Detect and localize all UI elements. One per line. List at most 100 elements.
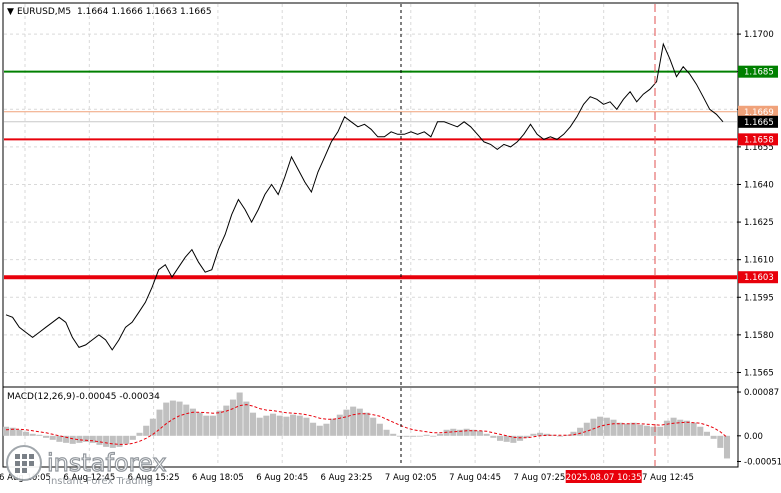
macd-histogram-bar: [670, 417, 677, 436]
macd-histogram-bar: [103, 435, 110, 447]
macd-histogram-bar: [396, 435, 403, 437]
x-tick-label: 6 Aug 15:25: [128, 473, 180, 483]
highlighted-time-box: [565, 470, 642, 483]
red-level-label-box: [738, 133, 778, 146]
macd-histogram-bar: [537, 432, 544, 436]
x-tick-label-highlighted: 2025.08.07 10:35: [566, 473, 642, 483]
macd-histogram-bar: [483, 433, 490, 436]
macd-y-tick-label: -0.00051: [744, 457, 781, 467]
y-tick-label: 1.1640: [744, 180, 774, 190]
macd-histogram-bar: [390, 433, 397, 436]
macd-histogram-bar: [229, 399, 237, 436]
macd-signal-line: [5, 404, 728, 445]
y-tick-label: 1.1565: [744, 368, 774, 378]
macd-histogram-bar: [89, 435, 96, 443]
macd-histogram-bar: [143, 425, 150, 436]
x-tick-label: 6 Aug 23:25: [321, 473, 373, 483]
macd-histogram-bar: [557, 435, 564, 437]
macd-histogram-bar: [76, 435, 83, 443]
macd-histogram-bar: [577, 427, 584, 436]
macd-histogram-bar: [310, 422, 317, 436]
macd-histogram-bar: [296, 415, 303, 436]
macd-histogram-bar: [376, 423, 383, 436]
macd-histogram-bar: [517, 435, 524, 441]
macd-histogram-bar: [16, 429, 23, 436]
macd-histogram-bar: [623, 423, 630, 436]
macd-histogram-bar: [597, 416, 604, 436]
macd-histogram-bar: [350, 406, 357, 436]
macd-histogram-bar: [637, 424, 644, 436]
instaforex-logo: instaforex Instant Forex Trading: [6, 445, 167, 487]
macd-histogram-bar: [610, 419, 617, 436]
macd-histogram-bar: [343, 409, 350, 436]
green-level-label: 1.1685: [744, 68, 774, 78]
macd-histogram-bar: [163, 402, 170, 436]
macd-histogram-bar: [63, 435, 70, 443]
y-tick-label: 1.1595: [744, 293, 774, 303]
macd-histogram-bar: [323, 423, 330, 436]
macd-histogram-bar: [463, 428, 470, 436]
macd-histogram-bar: [476, 430, 484, 436]
macd-histogram-bar: [456, 429, 463, 436]
x-tick-label: 7 Aug 04:45: [449, 473, 501, 483]
macd-y-tick-label: 0.00087: [744, 388, 779, 398]
macd-histogram-bar: [403, 435, 410, 437]
watermark-brand: instaforex: [47, 449, 167, 477]
macd-histogram-bar: [270, 413, 277, 436]
macd-histogram-bar: [543, 433, 550, 436]
macd-histogram-bar: [643, 425, 650, 436]
x-tick-label: 7 Aug 12:45: [642, 473, 694, 483]
macd-histogram-bar: [23, 431, 30, 436]
red-thick-level-label: 1.1603: [744, 273, 774, 283]
macd-histogram: [2, 392, 731, 459]
macd-histogram-bar: [356, 408, 363, 436]
macd-histogram-bar: [149, 418, 156, 436]
macd-histogram-bar: [43, 435, 50, 438]
macd-histogram-bar: [503, 435, 510, 442]
x-tick-label: 6 Aug 18:05: [192, 473, 244, 483]
macd-histogram-bar: [717, 435, 724, 448]
macd-histogram-bar: [209, 415, 216, 436]
header-arrow-icon[interactable]: ▼: [7, 7, 14, 17]
macd-histogram-bar: [9, 427, 16, 436]
macd-histogram-bar: [470, 429, 477, 436]
current-price-level-label-box: [738, 115, 778, 128]
current-price-level-label: 1.1665: [744, 118, 774, 128]
macd-histogram-bar: [49, 435, 56, 440]
macd-histogram-bar: [603, 417, 610, 436]
macd-histogram-bar: [176, 401, 183, 436]
macd-histogram-bar: [196, 412, 203, 436]
macd-histogram-bar: [530, 433, 537, 436]
macd-histogram-bar: [256, 417, 263, 436]
macd-y-tick-label: 0.00: [744, 432, 763, 442]
red-thick-level-label-box: [738, 271, 778, 284]
macd-histogram-bar: [383, 429, 390, 436]
macd-histogram-bar: [430, 435, 437, 437]
y-tick-label: 1.1700: [744, 30, 774, 40]
y-tick-label: 1.1580: [744, 331, 774, 341]
macd-histogram-bar: [236, 392, 243, 436]
macd-histogram-bar: [617, 422, 624, 436]
macd-histogram-bar: [496, 435, 504, 441]
macd-histogram-bar: [563, 434, 570, 436]
macd-histogram-bar: [697, 426, 704, 436]
macd-histogram-bar: [663, 420, 670, 436]
symbol-label: EURUSD,M5: [17, 7, 71, 17]
macd-histogram-bar: [276, 415, 283, 436]
x-tick-label: 7 Aug 07:25: [513, 473, 565, 483]
watermark-tagline: Instant Forex Trading: [48, 476, 153, 487]
macd-histogram-bar: [116, 435, 123, 447]
macd-values: -0.00045 -0.00034: [76, 392, 160, 402]
y-tick-label: 1.1610: [744, 256, 774, 266]
macd-histogram-bar: [316, 425, 323, 436]
macd-histogram-bar: [169, 400, 176, 436]
orange-level-label-box: [738, 105, 778, 118]
macd-histogram-bar: [410, 435, 417, 437]
macd-histogram-bar: [56, 435, 63, 442]
macd-label: MACD(12,26,9): [7, 392, 75, 402]
axes: 1.17001.16851.16701.16551.16401.16251.16…: [0, 30, 781, 483]
macd-histogram-bar: [129, 435, 136, 440]
macd-histogram-bar: [156, 409, 163, 436]
grid: [4, 4, 737, 466]
